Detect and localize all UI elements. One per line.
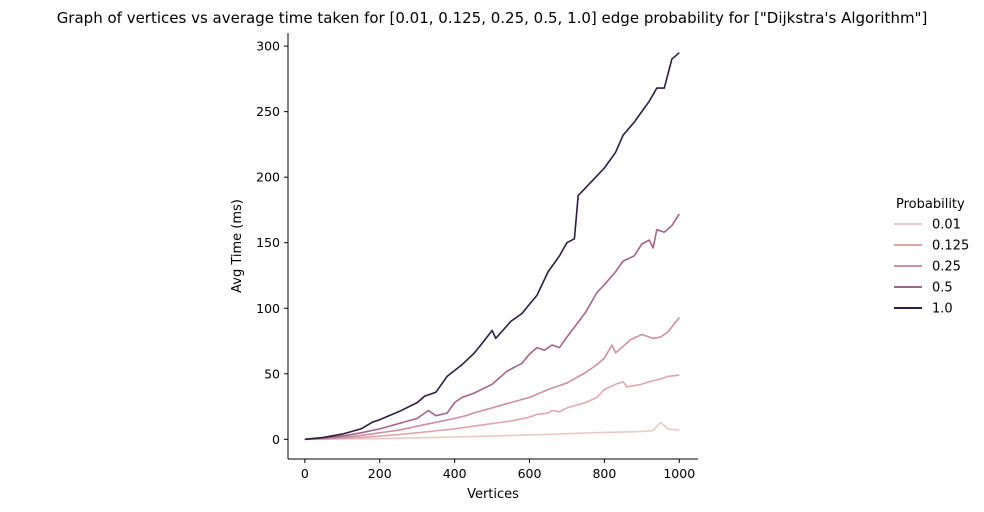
y-tick-label: 100	[256, 301, 280, 316]
series-line-0.5	[304, 213, 680, 441]
legend-item-label: 0.5	[932, 281, 953, 296]
x-tick-label: 1000	[663, 466, 695, 481]
y-tick-label: 0	[272, 432, 280, 447]
x-tick-label: 600	[518, 466, 542, 481]
series-line-0.25	[304, 316, 680, 441]
y-tick-label: 200	[256, 170, 280, 185]
y-tick-label: 250	[256, 104, 280, 119]
legend-item-label: 1.0	[932, 302, 953, 317]
x-tick-label: 800	[592, 466, 616, 481]
legend-title: Probability	[896, 197, 965, 212]
y-ticks: 0 50 100 150 200 250 300	[256, 39, 288, 447]
chart-title: Graph of vertices vs average time taken …	[57, 9, 928, 27]
y-tick-label: 300	[256, 39, 280, 54]
x-ticks: 0 200 400 600 800 1000	[301, 459, 695, 481]
x-axis-label: Vertices	[467, 487, 519, 502]
legend-item-label: 0.25	[932, 260, 961, 275]
series-line-0.125	[304, 374, 680, 441]
series-line-0.01	[304, 421, 680, 441]
x-tick-label: 0	[301, 466, 309, 481]
y-tick-label: 150	[256, 235, 280, 250]
y-axis-label: Avg Time (ms)	[230, 199, 245, 293]
series-line-1.0	[304, 52, 680, 441]
plot-area	[304, 52, 680, 441]
x-tick-label: 200	[368, 466, 392, 481]
legend-item-label: 0.125	[932, 239, 969, 254]
legend-item-label: 0.01	[932, 218, 961, 233]
legend: Probability 0.01 0.125 0.25 0.5 1.0	[894, 197, 969, 317]
x-tick-label: 400	[443, 466, 467, 481]
y-tick-label: 50	[264, 366, 280, 381]
